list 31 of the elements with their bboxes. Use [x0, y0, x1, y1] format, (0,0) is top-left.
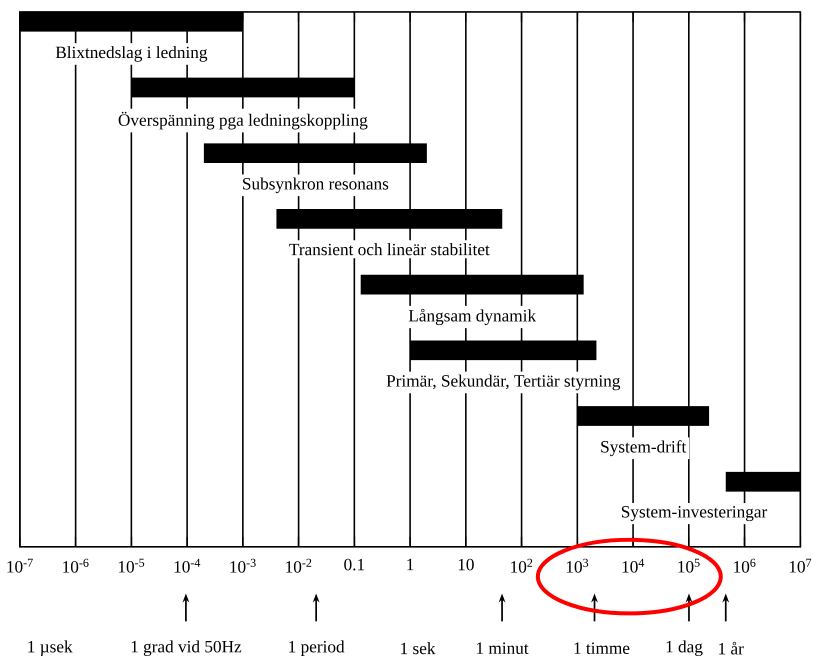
- y-tick-label: Transient och lineär stabilitet: [289, 243, 490, 256]
- y-tick-label: Primär, Sekundär, Tertiär styrning: [386, 374, 620, 390]
- x-tick-label: 10$^{6}$: [734, 558, 756, 573]
- text: 1 period: [289, 640, 344, 656]
- y-tick-label: System-investeringar: [622, 506, 768, 522]
- x-tick-label: 10$^{7}$: [790, 558, 812, 573]
- x-tick-label: 10$^{-3}$: [230, 558, 256, 573]
- text: 1 sek: [401, 642, 436, 654]
- x-tick-label: 10: [458, 558, 474, 570]
- x-tick-label: 10$^{2}$: [511, 558, 532, 573]
- x-tick-label: 0.1: [344, 558, 364, 571]
- x-tick-label: 10$^{-6}$: [63, 558, 89, 573]
- y-tick-label: Överspänning pga ledningskoppling: [118, 112, 368, 130]
- text: 1 timme: [574, 642, 630, 654]
- text: 1 år: [719, 642, 744, 655]
- x-tick-label: 10$^{-5}$: [118, 558, 144, 573]
- x-tick-label: 10$^{3}$: [566, 558, 588, 573]
- text: 1 dag: [666, 640, 703, 656]
- x-tick-label: 10$^{5}$: [678, 558, 700, 573]
- y-tick-label: System-drift: [601, 440, 686, 456]
- x-tick-label: 10$^{4}$: [622, 558, 644, 573]
- text: 1 µsek: [28, 640, 73, 656]
- x-tick-label: 10$^{-4}$: [174, 558, 200, 573]
- x-tick-label: 10$^{-7}$: [7, 558, 33, 573]
- y-tick-label: Blixtnedslag i ledning: [56, 46, 208, 62]
- y-tick-label: Långsam dynamik: [408, 309, 536, 326]
- x-tick-label: 10$^{-2}$: [286, 558, 312, 573]
- text: 1 grad vid 50Hz: [132, 640, 242, 656]
- y-tick-label: Subsynkron resonans: [243, 178, 388, 194]
- x-tick-label: 1: [407, 558, 414, 570]
- text: 1 minut: [477, 642, 529, 654]
